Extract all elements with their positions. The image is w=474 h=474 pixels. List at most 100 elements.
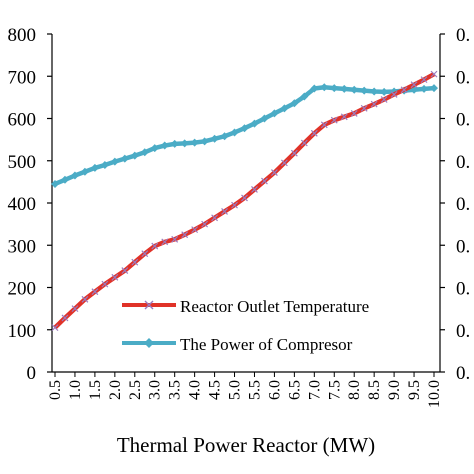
- y-right-tick-label: 0.: [456, 67, 470, 88]
- point-the-power-of-compresor: [170, 139, 179, 148]
- point-reactor-outlet-temperature: [91, 288, 99, 296]
- point-the-power-of-compresor: [310, 84, 319, 93]
- point-the-power-of-compresor: [380, 87, 389, 96]
- x-tick-label: 1.5: [87, 380, 104, 400]
- y-left-tick-label: 0: [27, 363, 37, 384]
- point-reactor-outlet-temperature: [101, 280, 109, 288]
- y-left-tick-label: 200: [8, 279, 37, 300]
- y-right-tick-label: 0.: [456, 363, 470, 384]
- point-the-power-of-compresor: [60, 175, 69, 184]
- x-tick-label: 3.5: [167, 380, 184, 400]
- y-left-tick-label: 300: [8, 236, 37, 257]
- point-reactor-outlet-temperature: [251, 186, 258, 193]
- point-the-power-of-compresor: [110, 157, 119, 166]
- point-reactor-outlet-temperature: [290, 149, 298, 157]
- point-the-power-of-compresor: [150, 144, 159, 153]
- y-left-tick-label: 100: [8, 321, 37, 342]
- x-tick-label: 8.0: [346, 380, 363, 400]
- point-reactor-outlet-temperature: [400, 86, 408, 94]
- y-left-tick-label: 600: [8, 110, 37, 131]
- point-reactor-outlet-temperature: [270, 169, 278, 177]
- point-the-power-of-compresor: [220, 132, 229, 141]
- y-right-tick-label: 0.: [456, 321, 470, 342]
- y-right-tick-label: 0.: [456, 25, 470, 46]
- point-reactor-outlet-temperature: [261, 177, 268, 185]
- legend-label-the-power-of-compresor: The Power of Compresor: [180, 335, 353, 354]
- point-reactor-outlet-temperature: [231, 201, 238, 209]
- point-the-power-of-compresor: [90, 163, 99, 172]
- y-left-tick-label: 800: [8, 25, 37, 46]
- x-tick-label: 10.0: [426, 380, 443, 408]
- point-reactor-outlet-temperature: [380, 96, 388, 103]
- x-tick-label: 7.5: [326, 380, 343, 400]
- point-reactor-outlet-temperature: [121, 267, 129, 275]
- series-layer: [51, 70, 438, 332]
- point-the-power-of-compresor: [350, 85, 359, 94]
- x-tick-label: 6.5: [286, 380, 303, 400]
- x-tick-label: 2.5: [127, 380, 144, 400]
- y-right-ticks: 0. 0. 0. 0. 0. 0. 0. 0. 0.: [440, 25, 470, 384]
- point-the-power-of-compresor: [320, 83, 329, 92]
- point-the-power-of-compresor: [80, 167, 89, 176]
- x-tick-label: 7.0: [306, 380, 323, 400]
- point-reactor-outlet-temperature: [410, 81, 418, 89]
- point-reactor-outlet-temperature: [71, 305, 79, 313]
- point-reactor-outlet-temperature: [390, 90, 398, 98]
- point-reactor-outlet-temperature: [141, 250, 149, 258]
- y-left-ticks: 0 100 200 300 400 500 600 700 800: [8, 25, 52, 384]
- point-reactor-outlet-temperature: [211, 214, 219, 222]
- point-the-power-of-compresor: [280, 104, 289, 113]
- point-the-power-of-compresor: [430, 84, 438, 93]
- point-reactor-outlet-temperature: [221, 208, 228, 215]
- point-the-power-of-compresor: [250, 119, 259, 128]
- point-reactor-outlet-temperature: [81, 295, 89, 303]
- x-tick-label: 9.0: [386, 380, 403, 400]
- x-tick-label: 5.5: [246, 380, 263, 400]
- y-right-tick-label: 0.: [456, 236, 470, 257]
- x-tick-label: 6.0: [266, 380, 283, 400]
- point-the-power-of-compresor: [340, 84, 349, 93]
- point-the-power-of-compresor: [370, 87, 379, 96]
- y-right-tick-label: 0.: [456, 279, 470, 300]
- series-line-reactor-outlet-temperature: [53, 72, 436, 330]
- point-reactor-outlet-temperature: [171, 235, 179, 243]
- point-the-power-of-compresor: [360, 86, 369, 95]
- point-the-power-of-compresor: [330, 84, 339, 93]
- x-ticks: 0.5 1.0 1.5 2.0 2.5 3.0 3.5 4.0 4.5 5.0 5.5 6.0 6.5 7…: [47, 372, 443, 408]
- point-reactor-outlet-temperature: [111, 273, 119, 281]
- point-the-power-of-compresor: [230, 128, 239, 137]
- x-tick-label: 0.5: [47, 380, 64, 400]
- point-the-power-of-compresor: [160, 141, 169, 150]
- x-tick-label: 4.5: [207, 380, 224, 400]
- y-left-tick-label: 400: [8, 194, 37, 215]
- point-the-power-of-compresor: [240, 124, 249, 133]
- point-reactor-outlet-temperature: [51, 324, 59, 332]
- point-reactor-outlet-temperature: [330, 116, 338, 124]
- point-the-power-of-compresor: [140, 148, 149, 157]
- point-reactor-outlet-temperature: [420, 76, 428, 84]
- y-left-tick-label: 500: [8, 152, 37, 173]
- y-right-tick-label: 0.: [456, 194, 470, 215]
- y-right-tick-label: 0.: [456, 110, 470, 131]
- point-reactor-outlet-temperature: [320, 121, 328, 129]
- y-left-tick-label: 700: [8, 67, 37, 88]
- legend-marker-reactor-outlet-temperature: [144, 300, 154, 310]
- point-reactor-outlet-temperature: [201, 220, 209, 228]
- point-reactor-outlet-temperature: [280, 159, 288, 167]
- x-tick-label: 4.0: [187, 380, 204, 400]
- legend-label-reactor-outlet-temperature: Reactor Outlet Temperature: [180, 297, 369, 316]
- y-right-tick-label: 0.: [456, 152, 470, 173]
- plot-area: [51, 34, 441, 373]
- point-reactor-outlet-temperature: [181, 231, 189, 239]
- point-reactor-outlet-temperature: [370, 100, 378, 108]
- point-reactor-outlet-temperature: [61, 314, 69, 322]
- point-reactor-outlet-temperature: [191, 226, 199, 234]
- point-reactor-outlet-temperature: [340, 113, 348, 121]
- point-reactor-outlet-temperature: [300, 139, 308, 147]
- point-the-power-of-compresor: [300, 92, 309, 101]
- point-the-power-of-compresor: [260, 114, 269, 123]
- point-the-power-of-compresor: [130, 151, 139, 160]
- point-the-power-of-compresor: [200, 137, 209, 146]
- x-axis-title: Thermal Power Reactor (MW): [117, 433, 375, 457]
